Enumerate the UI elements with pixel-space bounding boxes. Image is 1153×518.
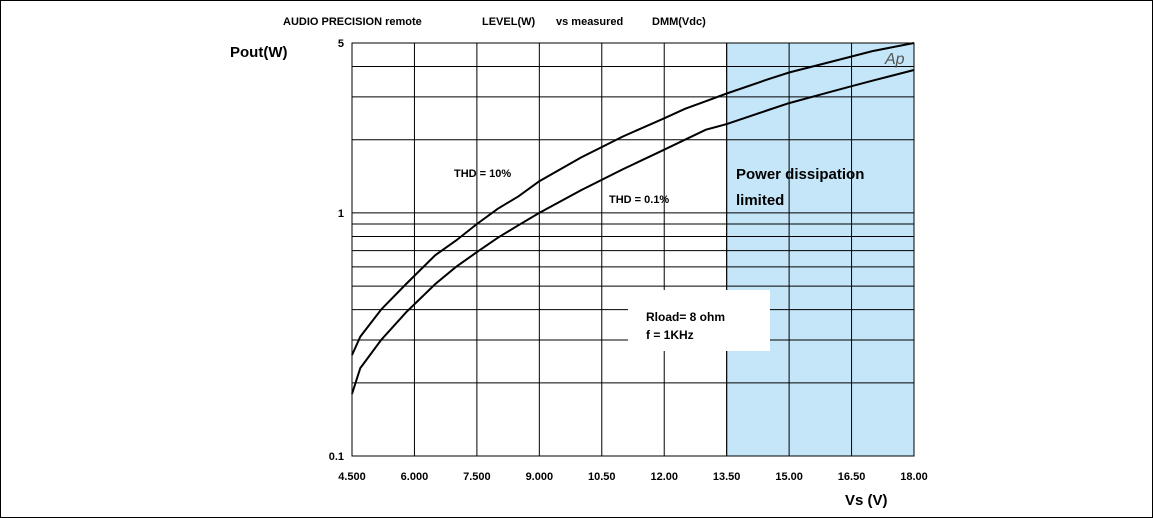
x-tick-label: 7.500 <box>463 471 491 483</box>
x-tick-label: 15.00 <box>775 471 803 483</box>
series-group <box>351 42 915 395</box>
y-tick-labels: 0.1 1 5 <box>329 38 344 463</box>
x-tick-label: 12.00 <box>650 471 678 483</box>
x-axis-title: Vs (V) <box>845 492 888 509</box>
x-tick-label: 9.000 <box>526 471 554 483</box>
region-label-line2: limited <box>736 192 784 209</box>
series-line-2 <box>351 69 915 395</box>
x-tick-label: 10.50 <box>588 471 616 483</box>
plot-border <box>351 42 915 457</box>
header-title-part3: vs measured <box>556 16 623 28</box>
x-tick-label: 4.500 <box>338 471 366 483</box>
rload-label: Rload= 8 ohm <box>646 310 725 324</box>
y-tick-label: 1 <box>338 208 344 220</box>
header-title-part4: DMM(Vdc) <box>652 16 706 28</box>
thd10-label: THD = 10% <box>454 168 511 180</box>
x-tick-label: 6.000 <box>401 471 429 483</box>
x-tick-label: 13.50 <box>713 471 741 483</box>
region-label-line1: Power dissipation <box>736 166 864 183</box>
x-tick-label: 16.50 <box>838 471 866 483</box>
header-title-part1: AUDIO PRECISION remote <box>283 16 422 28</box>
x-tick-label: 18.00 <box>900 471 928 483</box>
ap-logo: Ap <box>884 51 905 68</box>
y-tick-label: 0.1 <box>329 451 344 463</box>
y-axis-title: Pout(W) <box>230 44 287 61</box>
frequency-label: f = 1KHz <box>646 328 694 342</box>
power-dissipation-region <box>726 42 915 457</box>
series-line-1 <box>351 42 915 356</box>
thd01-label: THD = 0.1% <box>609 194 669 206</box>
y-tick-label: 5 <box>338 38 344 50</box>
x-tick-labels: 4.500 6.000 7.500 9.000 10.50 12.00 13.50 15.00… <box>338 471 928 483</box>
header-title-part2: LEVEL(W) <box>482 16 535 28</box>
condition-box <box>628 290 770 351</box>
